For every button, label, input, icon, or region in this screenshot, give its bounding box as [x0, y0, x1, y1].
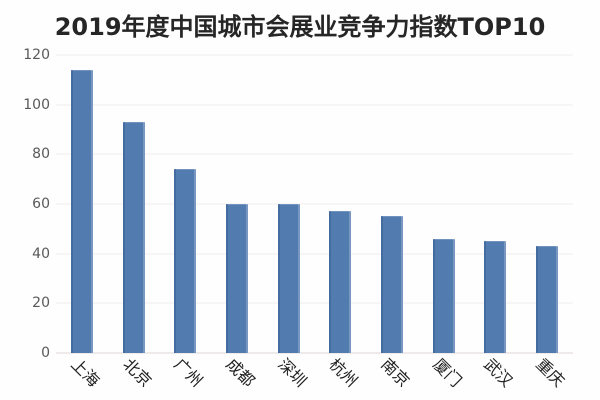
x-tick: 广州	[159, 354, 211, 400]
x-tick: 北京	[108, 354, 160, 400]
bar-slot	[159, 55, 211, 353]
bar-slot	[521, 55, 573, 353]
bar-slot	[315, 55, 367, 353]
y-tick-label: 20	[32, 295, 50, 312]
gridline	[56, 153, 573, 155]
bar-成都	[225, 204, 248, 353]
x-tick-label: 广州	[170, 354, 207, 391]
x-tick: 武汉	[470, 354, 522, 400]
plot-area	[56, 54, 573, 354]
bar-slot	[366, 55, 418, 353]
x-tick-label: 南京	[377, 354, 414, 391]
x-tick-label: 重庆	[532, 354, 569, 391]
gridline	[56, 302, 573, 304]
bar-南京	[381, 216, 404, 353]
gridline	[56, 253, 573, 255]
x-axis-line	[56, 352, 573, 354]
y-tick-label: 80	[32, 146, 50, 163]
gridline	[56, 54, 573, 56]
chart-title: 2019年度中国城市会展业竞争力指数TOP10	[54, 13, 546, 41]
y-tick-label: 100	[23, 96, 50, 113]
bar-slot	[56, 55, 108, 353]
x-tick: 厦门	[418, 354, 470, 400]
x-tick-label: 深圳	[273, 354, 311, 391]
bar-杭州	[329, 211, 352, 353]
x-tick-label: 成都	[222, 354, 259, 391]
bar-slot	[263, 55, 315, 353]
x-tick-label: 上海	[67, 354, 104, 391]
x-tick-label: 厦门	[429, 354, 466, 391]
bar-slot	[470, 55, 522, 353]
y-tick-label: 60	[32, 196, 50, 212]
bar-上海	[70, 69, 93, 353]
x-axis: 上海 北京 广州 成都 深圳 杭州 南京 厦门 武汉 重庆	[56, 354, 573, 400]
gridline	[56, 104, 573, 106]
x-tick: 深圳	[263, 354, 315, 400]
bar-slot	[108, 55, 160, 353]
bar-厦门	[432, 238, 455, 353]
bar-武汉	[484, 241, 507, 353]
x-tick: 南京	[366, 354, 418, 400]
y-tick-label: 120	[23, 47, 50, 63]
gridline	[56, 203, 573, 205]
bar-slot	[211, 55, 263, 353]
bar-北京	[122, 122, 145, 353]
x-tick: 重庆	[521, 354, 573, 400]
y-tick-label: 40	[32, 245, 50, 262]
bar-广州	[174, 169, 197, 353]
y-tick-label: 0	[41, 345, 50, 361]
x-tick: 上海	[56, 354, 108, 400]
x-tick: 成都	[211, 354, 263, 400]
x-tick-label: 北京	[118, 354, 155, 391]
x-tick: 杭州	[315, 354, 367, 400]
x-tick-label: 杭州	[325, 354, 362, 391]
bar-重庆	[536, 246, 559, 353]
bar-深圳	[277, 204, 300, 353]
x-tick-label: 武汉	[480, 354, 517, 391]
bar-slot	[418, 55, 470, 353]
bars	[56, 55, 573, 353]
y-axis: 0 20 40 60 80 100 120	[0, 48, 50, 360]
